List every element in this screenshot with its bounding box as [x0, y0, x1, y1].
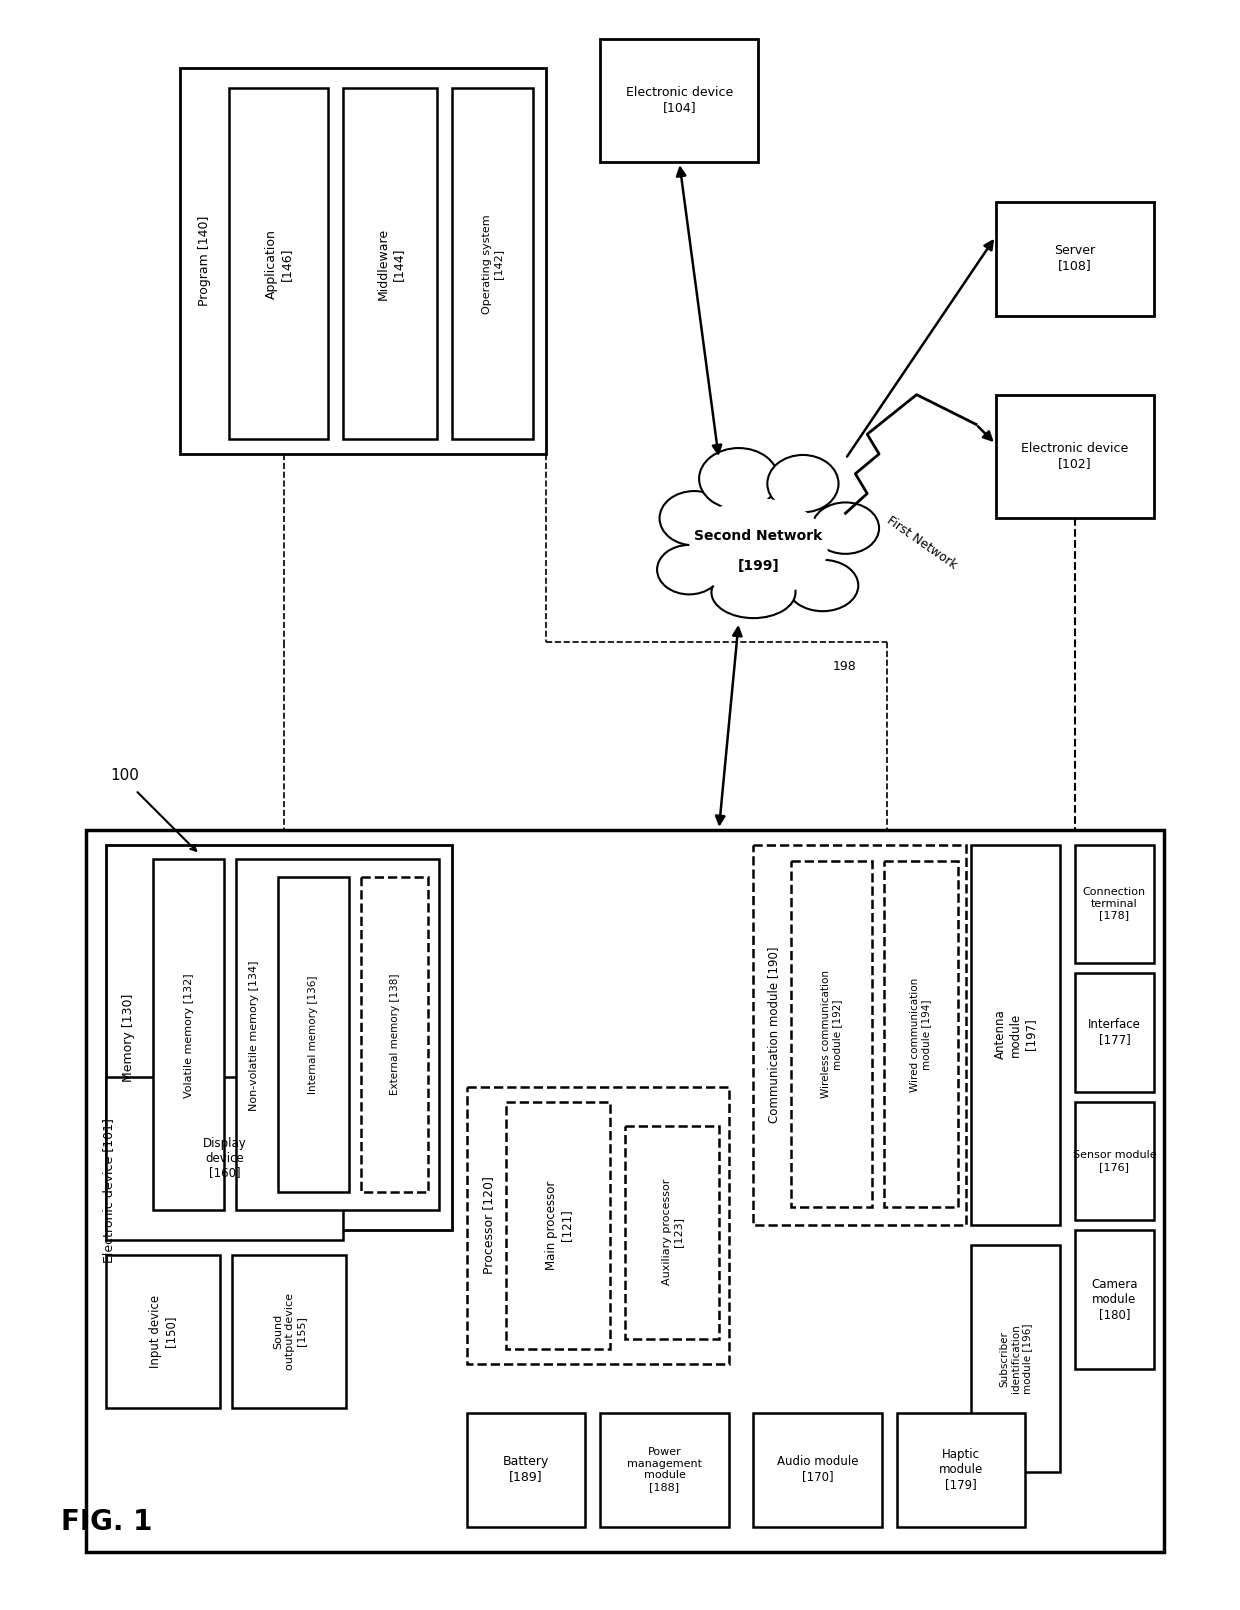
Bar — [180, 68, 546, 454]
Text: Subscriber
identification
module [196]: Subscriber identification module [196] — [999, 1323, 1032, 1394]
Bar — [237, 860, 439, 1211]
Text: Memory [130]: Memory [130] — [122, 993, 135, 1082]
Text: Camera
module
[180]: Camera module [180] — [1091, 1278, 1137, 1320]
Text: Haptic
module
[179]: Haptic module [179] — [939, 1447, 983, 1491]
Text: Antenna
module
[197]: Antenna module [197] — [994, 1009, 1037, 1059]
Bar — [232, 1254, 346, 1409]
Text: Power
management
module
[188]: Power management module [188] — [627, 1447, 702, 1492]
Text: [199]: [199] — [738, 559, 779, 573]
Bar — [105, 845, 451, 1230]
Text: Electronic device
[104]: Electronic device [104] — [626, 85, 733, 114]
Bar — [1075, 845, 1154, 963]
Bar — [361, 877, 428, 1191]
Text: Main processor
[121]: Main processor [121] — [544, 1180, 573, 1270]
Bar — [86, 829, 1164, 1552]
Text: Audio module
[170]: Audio module [170] — [777, 1455, 858, 1483]
Bar — [451, 89, 533, 440]
Text: Battery
[189]: Battery [189] — [503, 1455, 549, 1483]
Bar — [105, 1254, 219, 1409]
Text: Input device
[150]: Input device [150] — [149, 1294, 177, 1367]
Text: Connection
terminal
[178]: Connection terminal [178] — [1083, 887, 1146, 921]
Text: Wired communication
module [194]: Wired communication module [194] — [910, 977, 931, 1092]
Bar — [754, 1414, 882, 1526]
Text: Operating system
[142]: Operating system [142] — [481, 214, 503, 314]
Bar — [154, 860, 224, 1211]
Text: Display
device
[160]: Display device [160] — [202, 1137, 247, 1180]
Bar — [625, 1127, 719, 1340]
Text: Communication module [190]: Communication module [190] — [766, 947, 780, 1122]
Ellipse shape — [689, 499, 827, 597]
Bar — [1075, 1101, 1154, 1220]
Text: Electronic device
[102]: Electronic device [102] — [1022, 443, 1128, 470]
Text: Auxiliary processor
[123]: Auxiliary processor [123] — [662, 1179, 683, 1285]
Bar — [791, 861, 872, 1208]
Ellipse shape — [712, 567, 796, 618]
Text: Wireless communication
module [192]: Wireless communication module [192] — [821, 971, 842, 1098]
Text: External memory [138]: External memory [138] — [389, 974, 399, 1095]
Text: Second Network: Second Network — [694, 530, 822, 543]
Text: 198: 198 — [832, 660, 857, 673]
Bar — [971, 845, 1060, 1225]
Ellipse shape — [768, 456, 838, 512]
Text: Middleware
[144]: Middleware [144] — [377, 229, 404, 299]
Text: Program [140]: Program [140] — [198, 216, 211, 306]
Bar — [105, 1077, 343, 1240]
Text: Processor [120]: Processor [120] — [482, 1177, 495, 1274]
Bar — [343, 89, 436, 440]
Bar — [506, 1101, 610, 1349]
Ellipse shape — [660, 491, 729, 546]
Bar — [754, 845, 966, 1225]
Ellipse shape — [787, 560, 858, 612]
Text: First Network: First Network — [884, 514, 959, 572]
Ellipse shape — [699, 448, 779, 509]
Text: Application
[146]: Application [146] — [265, 229, 293, 299]
Ellipse shape — [812, 502, 879, 554]
Bar — [971, 1245, 1060, 1473]
Bar — [897, 1414, 1025, 1526]
Bar — [466, 1087, 729, 1364]
Bar — [466, 1414, 585, 1526]
Text: Non-volatile memory [134]: Non-volatile memory [134] — [249, 960, 259, 1111]
Text: Sensor module
[176]: Sensor module [176] — [1073, 1150, 1156, 1172]
Text: Electronic device [101]: Electronic device [101] — [102, 1119, 115, 1264]
Text: Interface
[177]: Interface [177] — [1087, 1019, 1141, 1046]
Bar — [1075, 1230, 1154, 1368]
Bar — [1075, 972, 1154, 1092]
Text: 100: 100 — [110, 768, 140, 782]
Bar — [996, 394, 1154, 518]
Bar — [600, 39, 759, 163]
Text: Server
[108]: Server [108] — [1054, 245, 1095, 272]
Bar — [996, 201, 1154, 316]
Text: Volatile memory [132]: Volatile memory [132] — [184, 972, 193, 1098]
Text: Sound
output device
[155]: Sound output device [155] — [273, 1293, 306, 1370]
Bar — [600, 1414, 729, 1526]
Bar — [229, 89, 329, 440]
Text: FIG. 1: FIG. 1 — [61, 1509, 153, 1536]
Ellipse shape — [657, 544, 722, 594]
Bar — [884, 861, 959, 1208]
Text: Internal memory [136]: Internal memory [136] — [309, 976, 319, 1093]
Bar — [278, 877, 350, 1191]
